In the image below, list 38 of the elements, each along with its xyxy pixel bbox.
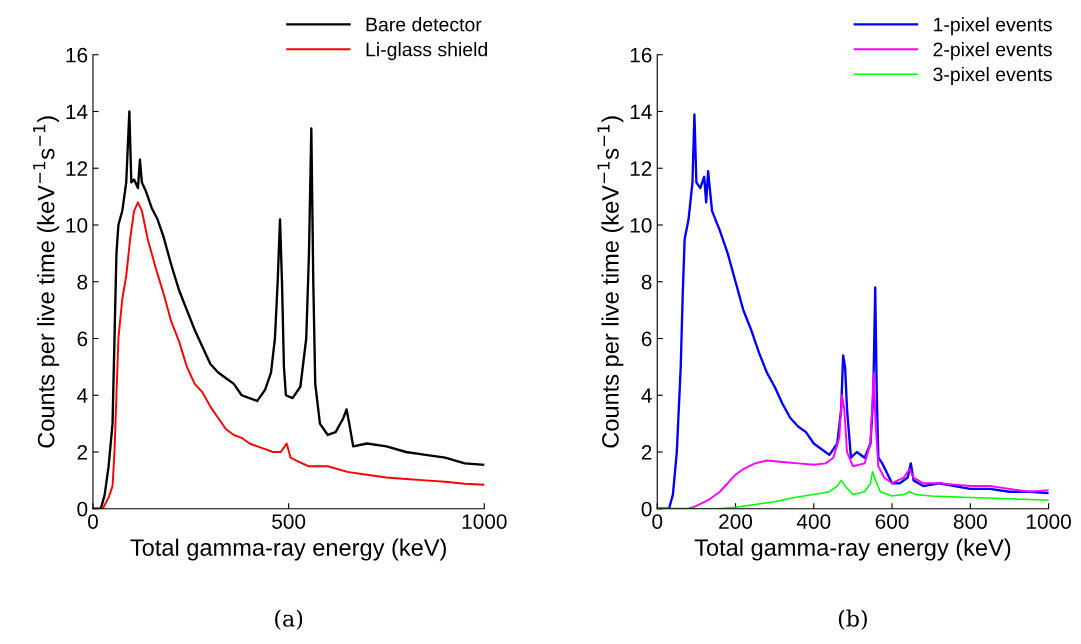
legend-label: Bare detector [366, 17, 482, 32]
y-tick-label: 0 [77, 501, 88, 517]
y-tick-label: 12 [66, 161, 88, 176]
y-tick-label: 0 [641, 501, 652, 517]
y-tick-label: 2 [77, 445, 88, 460]
text: (a) [275, 609, 303, 630]
x-tick-label: 0 [87, 514, 98, 529]
x-tick-label: 1000 [462, 514, 507, 529]
y-tick-label: 4 [641, 388, 652, 403]
x-axis-title: Total gamma-ray energy (keV) [130, 538, 446, 561]
x-tick-label: 800 [953, 514, 987, 529]
legend-label: 2-pixel events [933, 42, 1052, 61]
y-tick-label: 8 [641, 274, 652, 290]
y-tick-label: 16 [66, 47, 88, 63]
y-tick-label: 6 [77, 331, 88, 347]
y-tick-label: 2 [641, 445, 652, 460]
x-axis-title: Total gamma-ray energy (keV) [694, 538, 1011, 561]
y-tick-label: 12 [630, 161, 652, 176]
y-tick-label: 8 [77, 274, 88, 290]
x-tick-label: 0 [652, 514, 663, 529]
legend-label: 1-pixel events [934, 17, 1052, 36]
y-axis-title: Counts per live time (keV$^{−1}$s$^{−1}$) [33, 116, 60, 448]
x-tick-label: 600 [875, 514, 909, 529]
y-tick-label: 14 [630, 104, 652, 120]
y-axis-title: Counts per live time (keV$^{−1}$s$^{−1}$) [597, 116, 624, 448]
y-tick-label: 4 [77, 388, 88, 403]
y-tick-label: 10 [66, 218, 88, 233]
y-tick-label: 6 [641, 331, 652, 347]
y-tick-label: 10 [630, 218, 652, 233]
x-tick-label: 500 [272, 514, 306, 529]
y-tick-label: 16 [630, 47, 652, 63]
legend-label: 3-pixel events [933, 66, 1052, 86]
text: (b) [838, 609, 867, 630]
legend-label: Li-glass shield [366, 42, 487, 61]
y-tick-label: 14 [66, 104, 88, 120]
x-tick-label: 400 [796, 514, 831, 529]
x-tick-label: 1000 [1026, 514, 1071, 529]
x-tick-label: 200 [719, 514, 753, 529]
